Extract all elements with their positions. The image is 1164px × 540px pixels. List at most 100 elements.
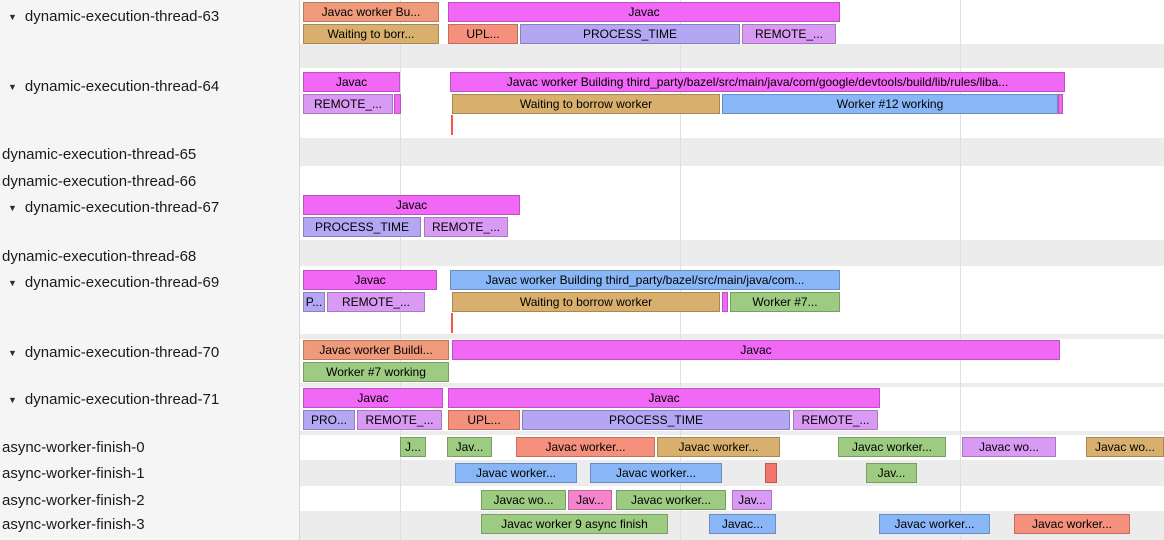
trace-slice[interactable]: REMOTE_... bbox=[327, 292, 425, 312]
trace-slice[interactable]: Jav... bbox=[568, 490, 612, 510]
trace-slice[interactable]: Worker #7 working bbox=[303, 362, 449, 382]
thread-label: dynamic-execution-thread-70 bbox=[24, 343, 220, 361]
trace-slice[interactable]: P... bbox=[303, 292, 325, 312]
slice-label: Javac worker Building third_party/bazel/… bbox=[485, 273, 805, 287]
trace-slice[interactable]: Javac wo... bbox=[962, 437, 1056, 457]
trace-slice[interactable]: Waiting to borr... bbox=[303, 24, 439, 44]
slice-label: Javac worker... bbox=[630, 493, 712, 507]
collapse-arrow-icon[interactable]: ▼ bbox=[8, 347, 17, 358]
slice-label: Jav... bbox=[877, 466, 906, 480]
slice-label: Jav... bbox=[738, 493, 766, 507]
trace-slice[interactable]: Javac worker Building third_party/bazel/… bbox=[450, 72, 1065, 92]
slice-label: Javac worker Buildi... bbox=[319, 343, 433, 357]
slice-label: Javac worker Building third_party/bazel/… bbox=[506, 75, 1009, 89]
thread-row[interactable]: ▼ dynamic-execution-thread-69 bbox=[0, 271, 299, 293]
trace-slice[interactable]: UPL... bbox=[448, 410, 520, 430]
trace-slice[interactable]: Javac wo... bbox=[1086, 437, 1164, 457]
trace-slice[interactable]: Javac wo... bbox=[481, 490, 566, 510]
collapse-arrow-icon[interactable]: ▼ bbox=[8, 394, 17, 405]
slice-label: Worker #7 working bbox=[326, 365, 426, 379]
trace-slice[interactable] bbox=[765, 463, 777, 483]
instant-event-tick[interactable] bbox=[451, 313, 453, 333]
trace-slice[interactable]: Javac worker Buildi... bbox=[303, 340, 449, 360]
thread-row[interactable]: async-worker-finish-0 bbox=[0, 436, 299, 458]
trace-slice[interactable]: REMOTE_... bbox=[793, 410, 878, 430]
trace-slice[interactable]: Javac bbox=[448, 388, 880, 408]
trace-slice[interactable]: REMOTE_... bbox=[303, 94, 393, 114]
thread-row[interactable]: async-worker-finish-3 bbox=[0, 513, 299, 535]
trace-slice[interactable] bbox=[394, 94, 401, 114]
slice-label: Javac worker... bbox=[851, 440, 933, 454]
trace-slice[interactable] bbox=[1058, 94, 1063, 114]
trace-slice[interactable]: Javac bbox=[303, 388, 443, 408]
trace-slice[interactable]: PROCESS_TIME bbox=[520, 24, 740, 44]
trace-slice[interactable]: Javac worker Building third_party/bazel/… bbox=[450, 270, 840, 290]
trace-slice[interactable]: Jav... bbox=[447, 437, 492, 457]
thread-row[interactable]: dynamic-execution-thread-65 bbox=[0, 143, 299, 165]
trace-slice[interactable]: Waiting to borrow worker bbox=[452, 94, 720, 114]
thread-row[interactable]: ▼ dynamic-execution-thread-67 bbox=[0, 196, 299, 218]
thread-row[interactable]: ▼ dynamic-execution-thread-64 bbox=[0, 75, 299, 97]
collapse-arrow-icon[interactable]: ▼ bbox=[8, 277, 17, 288]
row-stripe bbox=[299, 383, 1164, 387]
slice-label: REMOTE_... bbox=[313, 97, 382, 111]
trace-slice[interactable]: Javac bbox=[448, 2, 840, 22]
thread-label: async-worker-finish-1 bbox=[2, 464, 145, 482]
slice-label: Javac bbox=[335, 75, 368, 89]
slice-label: Javac... bbox=[721, 517, 764, 531]
slice-label: Worker #12 working bbox=[836, 97, 944, 111]
trace-slice[interactable]: Javac worker... bbox=[657, 437, 780, 457]
thread-label: dynamic-execution-thread-71 bbox=[24, 390, 220, 408]
slice-label: J... bbox=[404, 440, 421, 454]
collapse-arrow-icon[interactable]: ▼ bbox=[8, 11, 17, 22]
collapse-arrow-icon[interactable]: ▼ bbox=[8, 81, 17, 92]
slice-label: UPL... bbox=[467, 413, 501, 427]
trace-slice[interactable]: REMOTE_... bbox=[742, 24, 836, 44]
thread-row[interactable]: ▼ dynamic-execution-thread-70 bbox=[0, 341, 299, 363]
trace-slice[interactable] bbox=[722, 292, 728, 312]
trace-slice[interactable]: Javac worker... bbox=[879, 514, 990, 534]
trace-slice[interactable]: PROCESS_TIME bbox=[303, 217, 421, 237]
thread-list: ▼ dynamic-execution-thread-63 ▼ dynamic-exe… bbox=[0, 0, 300, 540]
trace-slice[interactable]: Javac... bbox=[709, 514, 776, 534]
trace-slice[interactable]: Javac bbox=[303, 195, 520, 215]
row-stripe bbox=[299, 44, 1164, 68]
trace-slice[interactable]: Javac worker 9 async finish bbox=[481, 514, 668, 534]
trace-slice[interactable]: Javac worker Bu... bbox=[303, 2, 439, 22]
trace-slice[interactable]: PRO... bbox=[303, 410, 355, 430]
trace-slice[interactable]: REMOTE_... bbox=[357, 410, 442, 430]
trace-slice[interactable]: Javac worker... bbox=[1014, 514, 1130, 534]
trace-slice[interactable]: Worker #7... bbox=[730, 292, 840, 312]
thread-row[interactable]: dynamic-execution-thread-68 bbox=[0, 245, 299, 267]
trace-slice[interactable]: PROCESS_TIME bbox=[522, 410, 790, 430]
slice-label: Javac bbox=[648, 391, 680, 405]
instant-event-tick[interactable] bbox=[451, 115, 453, 135]
collapse-arrow-icon[interactable]: ▼ bbox=[8, 202, 17, 213]
slice-label: Waiting to borrow worker bbox=[519, 295, 653, 309]
trace-slice[interactable]: Worker #12 working bbox=[722, 94, 1058, 114]
trace-slice[interactable]: Jav... bbox=[732, 490, 772, 510]
row-stripe bbox=[299, 240, 1164, 266]
thread-row[interactable]: ▼ dynamic-execution-thread-63 bbox=[0, 5, 299, 27]
trace-slice[interactable]: Javac worker... bbox=[516, 437, 655, 457]
row-stripe bbox=[299, 431, 1164, 435]
slice-label: Javac bbox=[395, 198, 428, 212]
trace-slice[interactable]: Javac worker... bbox=[616, 490, 726, 510]
thread-label: dynamic-execution-thread-63 bbox=[24, 7, 220, 25]
trace-slice[interactable]: Waiting to borrow worker bbox=[452, 292, 720, 312]
trace-slice[interactable]: J... bbox=[400, 437, 426, 457]
trace-slice[interactable]: REMOTE_... bbox=[424, 217, 508, 237]
trace-slice[interactable]: Javac worker... bbox=[455, 463, 577, 483]
thread-row[interactable]: ▼ dynamic-execution-thread-71 bbox=[0, 388, 299, 410]
trace-slice[interactable]: Javac bbox=[452, 340, 1060, 360]
trace-slice[interactable]: Javac worker... bbox=[590, 463, 722, 483]
thread-row[interactable]: async-worker-finish-1 bbox=[0, 462, 299, 484]
trace-slice[interactable]: UPL... bbox=[448, 24, 518, 44]
trace-slice[interactable]: Javac bbox=[303, 270, 437, 290]
thread-row[interactable]: dynamic-execution-thread-66 bbox=[0, 170, 299, 192]
trace-slice[interactable]: Javac worker... bbox=[838, 437, 946, 457]
thread-row[interactable]: async-worker-finish-2 bbox=[0, 489, 299, 511]
trace-slice[interactable]: Javac bbox=[303, 72, 400, 92]
trace-slice[interactable]: Jav... bbox=[866, 463, 917, 483]
